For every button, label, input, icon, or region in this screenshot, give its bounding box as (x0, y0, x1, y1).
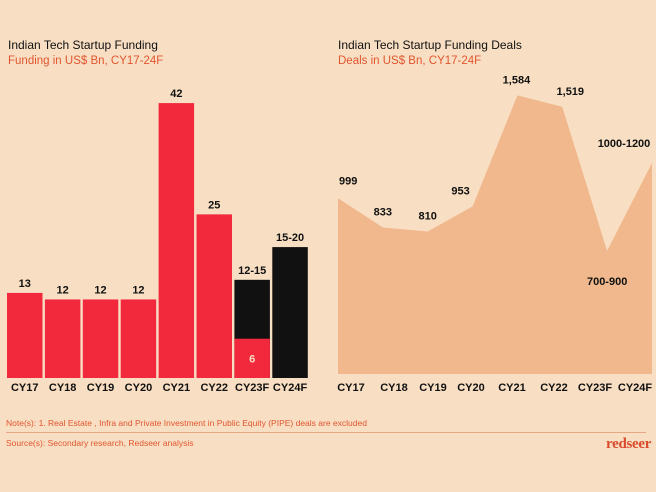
point-label-cy21: 1,584 (503, 74, 531, 86)
left-chart-title: Indian Tech Startup Funding (8, 38, 158, 52)
bar-cy19 (82, 299, 119, 378)
bar-inner-label-cy23f: 6 (249, 353, 255, 365)
bar-label-cy18: 12 (57, 284, 69, 296)
point-label-cy22: 1,519 (557, 86, 585, 98)
area-x-tick-cy21: CY21 (498, 382, 526, 394)
area-x-tick-cy24f: CY24F (618, 382, 653, 394)
bar-cy20 (120, 299, 157, 378)
bar-label-cy22: 25 (208, 199, 220, 211)
bar-label-cy19: 12 (94, 284, 106, 296)
area-x-tick-cy20: CY20 (457, 382, 485, 394)
point-label-cy18: 833 (374, 206, 392, 218)
source-note: Source(s): Secondary research, Redseer a… (6, 438, 194, 448)
x-tick-cy17: CY17 (11, 382, 39, 394)
bar-cy18 (44, 299, 81, 378)
x-tick-cy23f: CY23F (235, 382, 270, 394)
right-chart-title: Indian Tech Startup Funding Deals (338, 38, 522, 52)
point-label-cy17: 999 (339, 175, 357, 187)
bar-label-cy24f: 15-20 (276, 232, 304, 244)
bar-cy17 (7, 292, 43, 378)
right-chart-subtitle: Deals in US$ Bn, CY17-24F (338, 55, 482, 67)
forecast-bar-lower-cy23f (234, 338, 270, 378)
x-tick-cy24f: CY24F (273, 382, 308, 394)
bar-label-cy17: 13 (19, 278, 31, 290)
forecast-bar-cy24f (272, 247, 308, 378)
area-x-tick-cy23f: CY23F (578, 382, 613, 394)
point-label-cy23f: 700-900 (587, 276, 627, 288)
funding-bar-chart: 13 CY17 12 CY18 12 CY19 12 CY20 42 CY21 25 CY22 12-1… (7, 88, 308, 394)
deals-area (338, 95, 652, 375)
point-label-cy19: 810 (419, 211, 437, 223)
redseer-logo: redseer (606, 436, 652, 452)
footnote: Note(s): 1. Real Estate , Infra and Priv… (6, 418, 367, 428)
left-chart-subtitle: Funding in US$ Bn, CY17-24F (8, 55, 164, 67)
bar-label-cy21: 42 (170, 88, 182, 100)
area-x-tick-cy19: CY19 (419, 382, 447, 394)
x-tick-cy22: CY22 (200, 382, 228, 394)
area-x-tick-cy17: CY17 (337, 382, 365, 394)
bar-cy21 (158, 103, 195, 378)
footer-divider (6, 432, 646, 433)
x-tick-cy18: CY18 (49, 382, 77, 394)
area-x-tick-cy22: CY22 (540, 382, 568, 394)
bar-cy22 (196, 214, 232, 378)
x-tick-cy19: CY19 (87, 382, 115, 394)
x-tick-cy21: CY21 (163, 382, 191, 394)
deals-area-chart: 999 833 810 953 1,584 1,519 700-900 1000-1200 CY… (337, 74, 653, 394)
bar-label-cy20: 12 (132, 284, 144, 296)
area-x-tick-cy18: CY18 (380, 382, 408, 394)
point-label-cy24f: 1000-1200 (598, 138, 651, 150)
x-tick-cy20: CY20 (125, 382, 153, 394)
point-label-cy20: 953 (451, 185, 469, 197)
bar-label-cy23f: 12-15 (238, 265, 266, 277)
